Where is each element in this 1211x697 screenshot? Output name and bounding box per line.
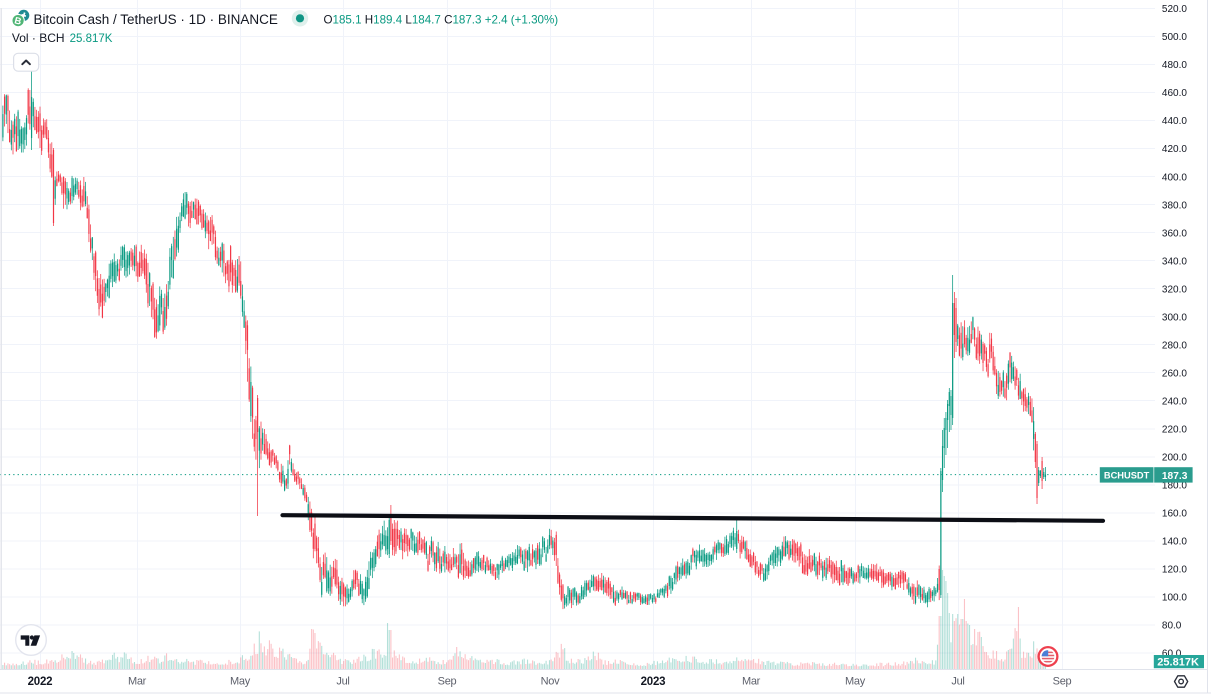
svg-text:May: May xyxy=(230,676,251,688)
svg-text:460.0: 460.0 xyxy=(1162,88,1187,99)
svg-text:400.0: 400.0 xyxy=(1162,172,1187,183)
svg-text:140.0: 140.0 xyxy=(1162,536,1187,547)
svg-text:Jul: Jul xyxy=(951,676,964,688)
svg-text:500.0: 500.0 xyxy=(1162,32,1187,43)
svg-text:180.0: 180.0 xyxy=(1162,480,1187,491)
svg-text:60.0: 60.0 xyxy=(1162,648,1182,659)
svg-text:2022: 2022 xyxy=(28,676,53,688)
svg-text:187.3: 187.3 xyxy=(1162,471,1188,482)
svg-text:280.0: 280.0 xyxy=(1162,340,1187,351)
svg-text:220.0: 220.0 xyxy=(1162,424,1187,435)
svg-text:160.0: 160.0 xyxy=(1162,508,1187,519)
svg-text:240.0: 240.0 xyxy=(1162,396,1187,407)
svg-text:O185.1 H189.4 L184.7 C187.3 +2: O185.1 H189.4 L184.7 C187.3 +2.4 (+1.30%… xyxy=(324,14,559,27)
svg-text:440.0: 440.0 xyxy=(1162,116,1187,127)
svg-text:420.0: 420.0 xyxy=(1162,144,1187,155)
svg-text:Sep: Sep xyxy=(1053,676,1072,688)
svg-text:320.0: 320.0 xyxy=(1162,284,1187,295)
svg-text:480.0: 480.0 xyxy=(1162,60,1187,71)
svg-text:360.0: 360.0 xyxy=(1162,228,1187,239)
svg-text:May: May xyxy=(845,676,866,688)
svg-text:300.0: 300.0 xyxy=(1162,312,1187,323)
svg-text:520.0: 520.0 xyxy=(1162,4,1187,15)
svg-text:200.0: 200.0 xyxy=(1162,452,1187,463)
svg-text:2023: 2023 xyxy=(641,676,666,688)
svg-text:25.817K: 25.817K xyxy=(1157,656,1199,668)
svg-text:120.0: 120.0 xyxy=(1162,564,1187,575)
svg-text:Nov: Nov xyxy=(541,676,560,688)
svg-text:380.0: 380.0 xyxy=(1162,200,1187,211)
svg-text:BCHUSDT: BCHUSDT xyxy=(1104,471,1150,481)
svg-text:Mar: Mar xyxy=(128,676,147,688)
svg-text:B: B xyxy=(13,15,22,27)
svg-text:260.0: 260.0 xyxy=(1162,368,1187,379)
svg-text:340.0: 340.0 xyxy=(1162,256,1187,267)
svg-text:Mar: Mar xyxy=(742,676,761,688)
svg-text:Bitcoin Cash / TetherUS · 1D ·: Bitcoin Cash / TetherUS · 1D · BINANCE xyxy=(34,12,278,27)
svg-text:100.0: 100.0 xyxy=(1162,592,1187,603)
svg-text:80.0: 80.0 xyxy=(1162,620,1182,631)
svg-text:Jul: Jul xyxy=(336,676,349,688)
svg-text:Sep: Sep xyxy=(438,676,457,688)
